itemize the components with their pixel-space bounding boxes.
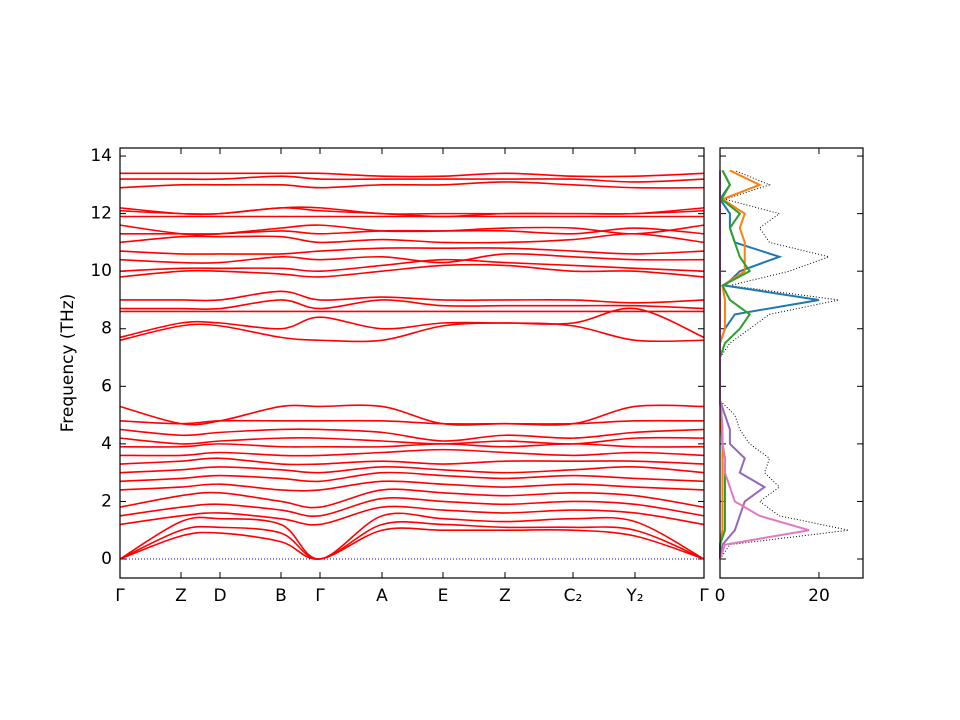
y-tick-label: 12 <box>90 204 112 224</box>
band-line <box>119 322 705 343</box>
y-tick-label: 10 <box>90 261 112 281</box>
dos-line <box>719 170 810 560</box>
band-line <box>119 252 705 264</box>
band-line <box>119 436 705 445</box>
x-tick-label: C₂ <box>564 586 583 606</box>
band-line <box>119 419 705 425</box>
x-tick-label: Z <box>175 586 187 606</box>
band-line <box>119 206 705 216</box>
band-line <box>119 307 705 339</box>
plot-frame <box>719 147 864 579</box>
y-tick-label: 14 <box>90 146 112 166</box>
plot-frame <box>119 147 705 579</box>
band-line <box>120 175 705 183</box>
band-line <box>119 232 705 244</box>
band-line <box>119 247 705 255</box>
x-tick-label: 0 <box>715 586 726 606</box>
x-tick-label: A <box>376 586 388 606</box>
x-tick-label: D <box>213 586 226 606</box>
band-line <box>119 471 705 483</box>
x-tick-label: Z <box>499 586 511 606</box>
band-line <box>119 497 705 518</box>
x-tick-label: 20 <box>808 586 830 606</box>
band-line <box>119 181 705 189</box>
x-tick-label: Γ <box>315 586 325 606</box>
band-line <box>119 505 705 526</box>
band-line <box>119 299 705 311</box>
y-tick-label: 6 <box>101 376 112 396</box>
band-line <box>119 512 705 560</box>
band-line <box>119 448 705 457</box>
x-tick-label: B <box>275 586 287 606</box>
dos-line <box>719 170 767 560</box>
band-line <box>119 488 705 509</box>
y-tick-label: 2 <box>101 491 112 511</box>
y-tick-label: 0 <box>101 549 112 569</box>
x-tick-label: E <box>438 586 449 606</box>
band-line <box>119 258 705 273</box>
band-line <box>119 480 705 492</box>
band-line <box>119 428 705 442</box>
band-line <box>119 207 705 218</box>
band-line <box>119 443 705 448</box>
band-line <box>119 466 705 474</box>
band-line <box>119 457 705 466</box>
band-line <box>119 263 705 278</box>
y-tick-label: 8 <box>101 319 112 339</box>
band-line <box>119 527 705 560</box>
band-line <box>120 290 705 304</box>
y-tick-label: 4 <box>101 434 112 454</box>
band-line <box>119 404 705 426</box>
x-tick-label: Y₂ <box>625 586 643 606</box>
band-line <box>120 172 705 178</box>
band-line <box>119 224 705 236</box>
y-axis-label: Frequency (THz) <box>58 294 78 433</box>
band-line <box>119 521 705 560</box>
x-tick-label: Γ <box>699 586 709 606</box>
x-tick-label: Γ <box>115 586 125 606</box>
